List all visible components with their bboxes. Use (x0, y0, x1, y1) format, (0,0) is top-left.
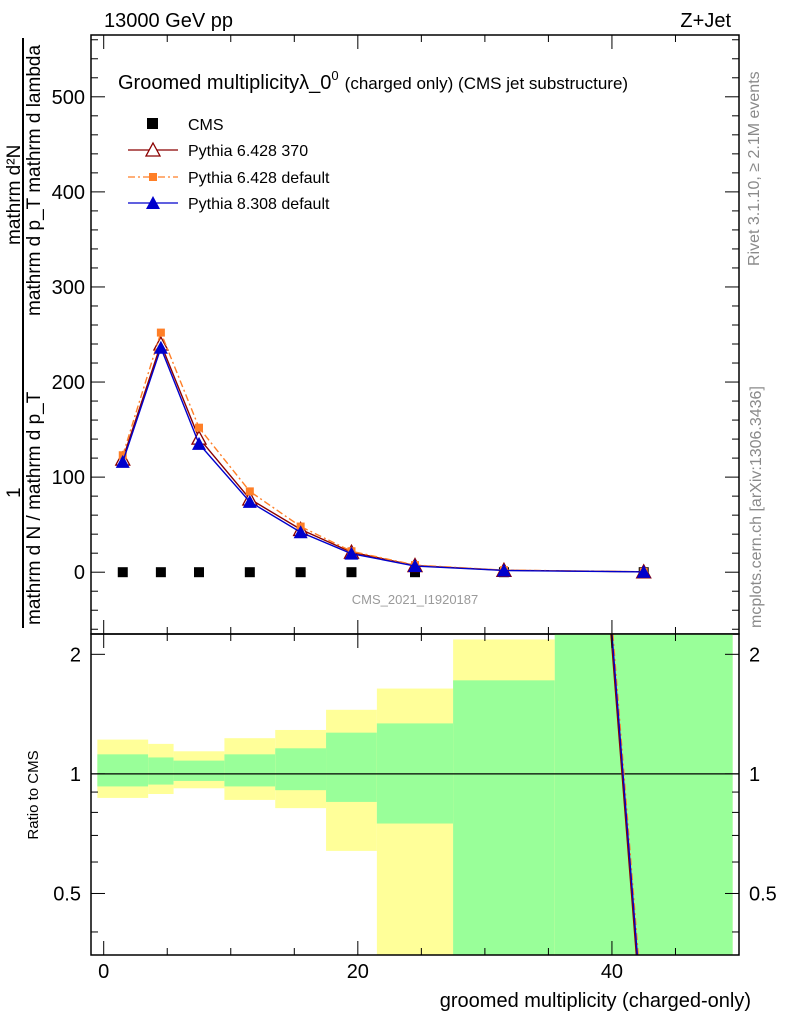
x-tick-label: 20 (347, 961, 369, 983)
data-point-cms (410, 567, 420, 578)
x-axis-label: groomed multiplicity (charged-only) (440, 990, 751, 1012)
data-point-py8-default (496, 563, 511, 577)
y-tick-label: 300 (52, 277, 85, 299)
legend-label-py6-default: Pythia 6.428 default (188, 170, 330, 187)
legend-label-py6-370: Pythia 6.428 370 (188, 143, 308, 160)
data-point-cms (346, 567, 357, 578)
y-tick-label: 500 (52, 87, 85, 109)
ratio-y-tick-label-right: 2 (749, 644, 760, 666)
ratio-band-green (224, 754, 276, 787)
data-point-cms (295, 567, 306, 578)
watermark: CMS_2021_I1920187 (352, 592, 479, 607)
ratio-band-green (275, 748, 327, 791)
ratio-y-tick-label: 2 (70, 644, 81, 666)
x-tick-label: 40 (601, 961, 623, 983)
y-axis-label-prefix-denom: mathrm d N / mathrm d p_T (24, 391, 45, 625)
ratio-panel: 0.5 0.51 12 20 20 40 Ratio to CMS groomed mul… (25, 633, 777, 1012)
y-tick-label: 0 (74, 562, 85, 584)
header-left: 13000 GeV pp (104, 10, 233, 32)
y-axis-label-denom: mathrm d p_T mathrm d lambda (24, 44, 45, 316)
mcplots-credit: mcplots.cern.ch [arXiv:1306.3436] (748, 386, 765, 628)
ratio-band-green (453, 680, 555, 955)
data-point-py8-default (293, 525, 308, 539)
legend-marker-cms (147, 118, 158, 129)
data-point-py8-default (344, 546, 359, 560)
ratio-band-green (148, 757, 174, 785)
x-tick-label: 0 (98, 961, 109, 983)
ratio-frame (90, 633, 740, 956)
ratio-y-tick-label: 0.5 (53, 883, 81, 905)
legend-marker-py6-370 (144, 141, 162, 157)
ratio-ylabel: Ratio to CMS (25, 750, 42, 839)
data-point-cms (244, 567, 255, 578)
ratio-band-green (173, 760, 225, 781)
data-point-py6-default (195, 423, 203, 432)
ratio-line-py6-default (612, 634, 639, 955)
ratio-line-py8-default (611, 634, 639, 955)
ratio-band-green (554, 634, 733, 955)
data-point-cms (155, 567, 166, 578)
y-axis-label-numer: mathrm d²N (4, 144, 25, 245)
ratio-y-tick-label-right: 0.5 (749, 883, 777, 905)
data-point-py8-default (153, 340, 168, 354)
ratio-y-tick-label-right: 1 (749, 764, 760, 786)
ratio-y-tick-label: 1 (70, 764, 81, 786)
chart-title: Groomed multiplicityλ_00 (charged only) (… (118, 68, 628, 94)
data-point-cms (194, 567, 204, 578)
legend-marker-py8-default (146, 196, 160, 209)
data-point-cms (117, 567, 128, 578)
data-point-py8-default (408, 559, 422, 573)
legend-label-cms: CMS (188, 117, 224, 134)
ratio-line-py6-370 (610, 634, 638, 955)
ratio-band-green (97, 754, 149, 787)
data-point-py8-default (242, 494, 257, 508)
data-point-py6-default (156, 328, 165, 337)
series-line-3 (122, 345, 644, 573)
main-panel: 0 100 200 300 400 500 Groomed multiplicityλ_0… (52, 34, 740, 635)
y-tick-label: 100 (52, 467, 85, 489)
data-point-py8-default (636, 564, 651, 578)
data-point-py6-default (245, 487, 254, 496)
header-right: Z+Jet (680, 10, 731, 32)
ratio-band-green (326, 732, 377, 802)
y-tick-label: 400 (52, 182, 85, 204)
legend-marker-py6-default (149, 173, 157, 181)
y-axis-label-fraction-bar (22, 38, 24, 628)
y-tick-label: 200 (52, 372, 85, 394)
chart-title-sup: 0 (331, 68, 338, 83)
chart-subtitle: (charged only) (CMS jet substructure) (345, 74, 628, 93)
rivet-version: Rivet 3.1.10, ≥ 2.1M events (746, 71, 763, 266)
chart-title-main: Groomed multiplicityλ_0 (118, 72, 331, 94)
series-line-2 (122, 330, 644, 573)
legend-label-py8-default: Pythia 8.308 default (188, 196, 330, 213)
data-point-py8-default (192, 436, 206, 450)
series-line-1 (122, 341, 644, 573)
legend: CMS Pythia 6.428 370 Pythia 6.428 defaul… (128, 117, 330, 213)
data-point-py8-default (115, 454, 130, 468)
